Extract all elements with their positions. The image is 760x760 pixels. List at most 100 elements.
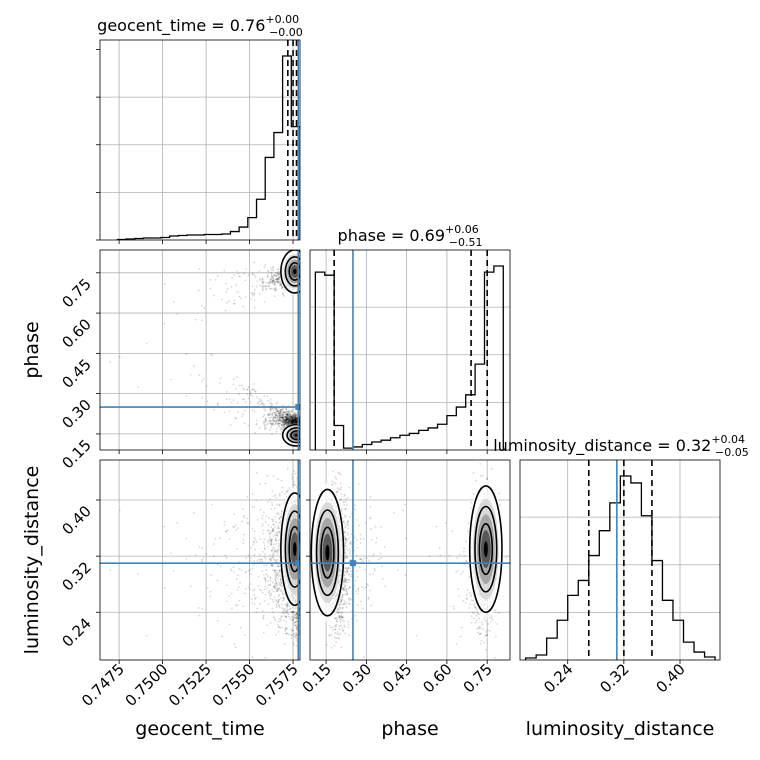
sample-point: [270, 275, 273, 278]
sample-point: [239, 297, 242, 300]
sample-point: [264, 577, 267, 579]
sample-point: [284, 420, 287, 423]
sample-point: [292, 418, 295, 421]
sample-point: [275, 580, 277, 583]
sample-point: [276, 408, 279, 410]
sample-point: [267, 591, 270, 593]
sample-point: [251, 544, 254, 547]
sample-point: [282, 413, 285, 416]
sample-point: [271, 280, 274, 283]
sample-point: [213, 555, 215, 557]
sample-point: [283, 419, 286, 422]
sample-point: [291, 421, 294, 424]
sample-point: [273, 570, 276, 572]
sample-point: [290, 419, 293, 422]
sample-point: [294, 624, 297, 627]
sample-point: [270, 557, 273, 559]
sample-point: [278, 414, 281, 417]
sample-point: [267, 524, 270, 527]
sample-point: [283, 419, 286, 421]
sample-point: [293, 418, 296, 421]
sample-point: [163, 525, 166, 528]
sample-point: [285, 413, 288, 416]
sample-point: [276, 532, 279, 534]
sample-point: [288, 487, 291, 489]
sample-point: [285, 611, 288, 614]
sample-point: [281, 599, 284, 602]
sample-point: [279, 626, 282, 629]
sample-point: [272, 600, 275, 603]
sample-point: [279, 578, 282, 580]
sample-point: [286, 417, 288, 420]
sample-point: [293, 412, 296, 415]
sample-point: [205, 552, 208, 555]
sample-point: [282, 597, 285, 600]
sample-point: [293, 421, 296, 423]
sample-point: [293, 611, 296, 613]
panel-frame: [99, 39, 301, 241]
sample-point: [292, 419, 295, 422]
sample-point: [247, 570, 250, 572]
sample-point: [249, 559, 252, 562]
sample-point: [295, 420, 298, 423]
sample-point: [247, 424, 250, 427]
sample-point: [286, 416, 289, 419]
sample-point: [294, 418, 296, 421]
sample-point: [176, 522, 179, 524]
sample-point: [228, 538, 231, 540]
panel-geocent_time-geocent_time: [96, 39, 301, 244]
sample-point: [280, 410, 282, 413]
sample-point: [268, 282, 271, 285]
sample-point: [261, 532, 264, 535]
sample-point: [283, 421, 286, 424]
sample-point: [286, 422, 289, 425]
sample-point: [261, 288, 264, 290]
sample-point: [270, 594, 272, 596]
sample-point: [272, 416, 275, 419]
sample-point: [273, 571, 276, 574]
sample-point: [278, 276, 281, 279]
sample-point: [287, 419, 289, 421]
sample-point: [228, 623, 231, 626]
sample-point: [283, 294, 286, 297]
sample-point: [281, 590, 284, 593]
sample-point: [261, 525, 264, 528]
sample-point: [295, 421, 298, 424]
sample-point: [288, 633, 290, 636]
sample-point: [290, 419, 293, 422]
sample-point: [286, 632, 289, 635]
sample-point: [291, 629, 294, 632]
sample-point: [275, 560, 278, 563]
sample-point: [292, 418, 295, 420]
sample-point: [279, 412, 282, 415]
sample-point: [243, 634, 246, 637]
sample-point: [291, 418, 294, 420]
sample-point: [283, 419, 286, 422]
sample-point: [172, 301, 175, 303]
sample-point: [277, 419, 279, 422]
sample-point: [295, 414, 298, 417]
sample-point: [294, 617, 297, 620]
sample-point: [290, 417, 293, 420]
sample-point: [274, 550, 277, 552]
sample-point: [251, 395, 254, 397]
sample-point: [271, 282, 274, 284]
sample-point: [278, 521, 281, 524]
sample-point: [277, 268, 280, 271]
sample-point: [291, 619, 294, 622]
sample-point: [296, 421, 298, 424]
sample-point: [271, 538, 273, 541]
sample-point: [273, 280, 276, 283]
sample-point: [287, 421, 290, 424]
sample-point: [253, 289, 256, 292]
sample-point: [271, 275, 274, 278]
sample-point: [272, 523, 275, 526]
sample-point: [295, 418, 298, 421]
sample-point: [276, 572, 279, 575]
sample-point: [293, 415, 296, 418]
sample-point: [288, 420, 290, 423]
sample-point: [284, 421, 286, 423]
sample-point: [295, 417, 298, 420]
sample-point: [291, 420, 294, 423]
sample-point: [288, 418, 290, 420]
